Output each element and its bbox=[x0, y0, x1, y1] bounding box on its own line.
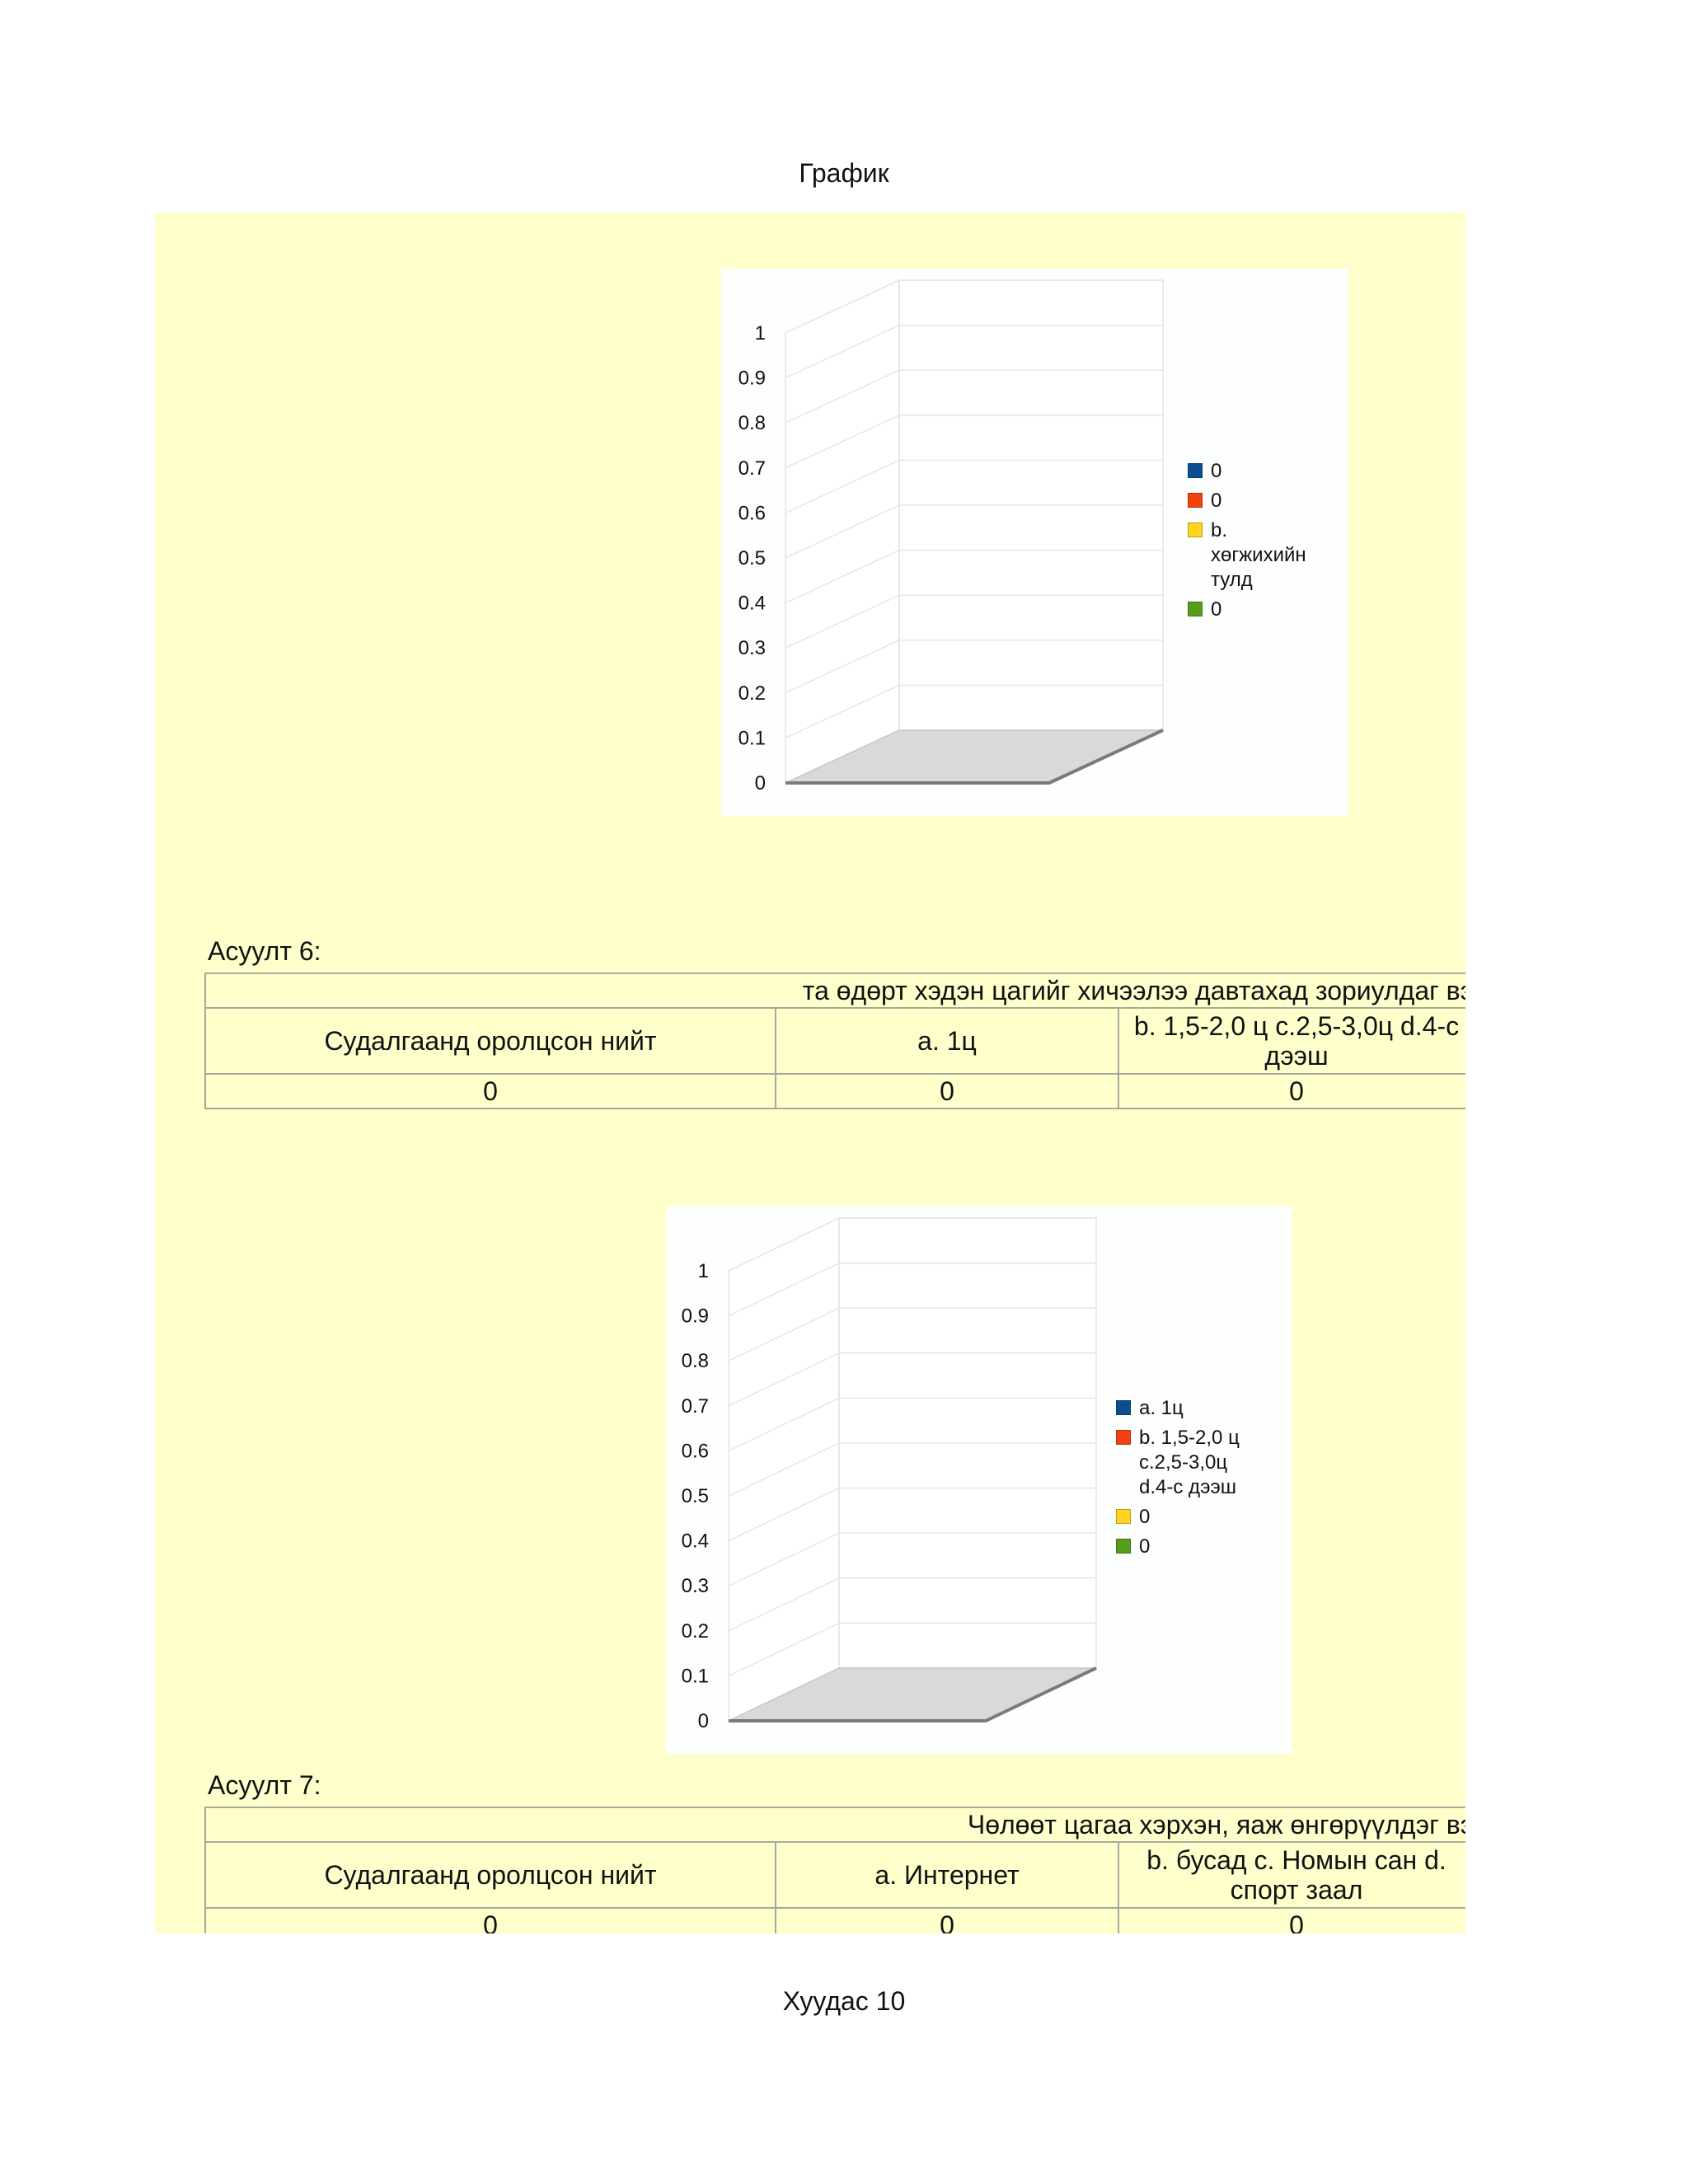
legend-label: 0 bbox=[1211, 460, 1222, 482]
q6-value-a: 0 bbox=[775, 1073, 1119, 1109]
chart-gridline bbox=[785, 504, 1163, 559]
question-7-text: Чөлөөт цагаа хэрхэн, яаж өнгөрүүлдэг вэ bbox=[204, 1807, 1465, 1843]
legend-swatch bbox=[1188, 602, 1203, 616]
chart-gridline bbox=[728, 1442, 1096, 1497]
q6-value-total: 0 bbox=[204, 1073, 776, 1109]
y-tick-label: 0.1 bbox=[682, 1665, 709, 1687]
chart-gridline bbox=[785, 324, 1163, 379]
legend-swatch bbox=[1188, 463, 1203, 478]
q6-header-a: a. 1ц bbox=[775, 1007, 1119, 1075]
legend-swatch bbox=[1188, 523, 1203, 537]
y-tick-label: 0.9 bbox=[682, 1305, 709, 1328]
chart-gridline bbox=[785, 549, 1163, 604]
chart-gridline bbox=[785, 594, 1163, 649]
legend-label: 0 bbox=[1211, 490, 1222, 512]
chart-gridline bbox=[728, 1217, 1096, 1272]
legend-item: 0 bbox=[1188, 489, 1344, 513]
q6-header-bcd: b. 1,5-2,0 ц c.2,5-3,0ц d.4-с дээш bbox=[1118, 1007, 1465, 1075]
chart-gridline bbox=[728, 1487, 1096, 1542]
question-6-text: та өдөрт хэдэн цагийг хичээлээ давтахад … bbox=[204, 972, 1465, 1009]
question-6-table: та өдөрт хэдэн цагийг хичээлээ давтахад … bbox=[204, 972, 1465, 1109]
y-tick-label: 0.2 bbox=[738, 682, 766, 705]
page-title: График bbox=[799, 158, 889, 188]
chart-gridline bbox=[785, 459, 1163, 514]
q6-header-total: Судалгаанд оролцсон нийт bbox=[204, 1007, 776, 1075]
chart-2-plot: 0 0.1 0.2 0.3 0.4 0.5 0.6 0.7 0.8 0.9 1 bbox=[682, 1216, 1097, 1732]
legend-swatch bbox=[1116, 1430, 1131, 1445]
y-tick-label: 0.6 bbox=[682, 1440, 709, 1462]
y-tick-label: 0.3 bbox=[682, 1575, 709, 1597]
legend-swatch bbox=[1188, 493, 1203, 508]
chart-2-legend: a. 1ц b. 1,5-2,0 ц c.2,5-3,0ц d.4-с дээш 0… bbox=[1116, 1396, 1289, 1564]
q7-header-bcd: b. бусад c. Номын сан d. спорт заал bbox=[1117, 1841, 1465, 1909]
y-tick-label: 0.6 bbox=[738, 502, 766, 524]
y-tick-label: 0.8 bbox=[682, 1350, 709, 1372]
q7-value-total: 0 bbox=[204, 1907, 776, 1933]
y-tick-label: 0.3 bbox=[738, 637, 766, 659]
chart-gridline bbox=[785, 640, 1163, 694]
chart-floor-edge bbox=[729, 1666, 1097, 1722]
y-tick-label: 1 bbox=[698, 1260, 709, 1282]
question-7-table: Чөлөөт цагаа хэрхэн, яаж өнгөрүүлдэг вэ … bbox=[204, 1807, 1465, 1933]
legend-item: 0 bbox=[1116, 1535, 1289, 1559]
chart-floor-edge bbox=[785, 729, 1164, 785]
legend-label: b. хөгжихийн тулд bbox=[1211, 519, 1306, 591]
chart-gridline bbox=[728, 1352, 1096, 1407]
q7-header-total: Судалгаанд оролцсон нийт bbox=[204, 1841, 776, 1909]
chart-gridline bbox=[728, 1577, 1096, 1632]
chart-gridline bbox=[785, 684, 1163, 739]
chart-1-plot: 0 0.1 0.2 0.3 0.4 0.5 0.6 0.7 0.8 0.9 1 bbox=[738, 279, 1164, 794]
chart-gridline bbox=[785, 415, 1163, 469]
q7-header-a: a. Интернет bbox=[775, 1841, 1119, 1909]
question-6-label: Асуулт 6: bbox=[208, 936, 321, 966]
legend-swatch bbox=[1116, 1509, 1131, 1524]
y-tick-label: 0.4 bbox=[738, 593, 766, 615]
y-tick-label: 0.1 bbox=[738, 727, 766, 749]
legend-item: 0 bbox=[1188, 598, 1344, 622]
chart-1: 0 0.1 0.2 0.3 0.4 0.5 0.6 0.7 0.8 0.9 1 0 0 b. хөгжи… bbox=[721, 269, 1348, 816]
chart-gridline bbox=[728, 1532, 1096, 1586]
y-tick-label: 0.4 bbox=[682, 1530, 709, 1553]
legend-item: 0 bbox=[1116, 1505, 1289, 1530]
spreadsheet-area: 0 0.1 0.2 0.3 0.4 0.5 0.6 0.7 0.8 0.9 1 0 0 b. хөгжи… bbox=[155, 213, 1465, 1933]
chart-gridline bbox=[728, 1397, 1096, 1452]
question-7-label: Асуулт 7: bbox=[208, 1770, 321, 1800]
legend-item: a. 1ц bbox=[1116, 1396, 1289, 1421]
chart-gridline bbox=[728, 1622, 1096, 1677]
legend-label: b. 1,5-2,0 ц c.2,5-3,0ц d.4-с дээш bbox=[1139, 1427, 1240, 1498]
chart-gridline bbox=[728, 1307, 1096, 1361]
y-tick-label: 0.7 bbox=[682, 1395, 709, 1418]
legend-swatch bbox=[1116, 1539, 1131, 1554]
chart-2: 0 0.1 0.2 0.3 0.4 0.5 0.6 0.7 0.8 0.9 1 a. 1ц b. 1,… bbox=[666, 1207, 1292, 1754]
q7-value-a: 0 bbox=[775, 1907, 1119, 1933]
y-tick-label: 0.2 bbox=[682, 1620, 709, 1643]
y-tick-label: 0 bbox=[698, 1710, 709, 1732]
chart-gridline bbox=[785, 279, 1163, 334]
legend-label: 0 bbox=[1211, 598, 1222, 621]
legend-item: b. хөгжихийн тулд bbox=[1188, 518, 1344, 593]
legend-label: 0 bbox=[1139, 1506, 1151, 1528]
y-tick-label: 1 bbox=[755, 322, 766, 344]
page-footer: Хуудас 10 bbox=[782, 1986, 906, 2016]
legend-item: 0 bbox=[1188, 459, 1344, 484]
legend-label: a. 1ц bbox=[1139, 1397, 1184, 1419]
y-tick-label: 0 bbox=[755, 772, 766, 794]
y-tick-label: 0.5 bbox=[738, 547, 766, 569]
y-tick-label: 0.9 bbox=[738, 368, 766, 390]
legend-item: b. 1,5-2,0 ц c.2,5-3,0ц d.4-с дээш bbox=[1116, 1426, 1289, 1500]
q7-value-bcd: 0 bbox=[1117, 1907, 1465, 1933]
legend-label: 0 bbox=[1139, 1535, 1151, 1558]
chart-gridline bbox=[785, 369, 1163, 424]
y-tick-label: 0.7 bbox=[738, 457, 766, 480]
y-tick-label: 0.5 bbox=[682, 1485, 709, 1507]
q6-value-bcd: 0 bbox=[1118, 1073, 1465, 1109]
y-tick-label: 0.8 bbox=[738, 412, 766, 434]
legend-swatch bbox=[1116, 1400, 1131, 1415]
chart-1-legend: 0 0 b. хөгжихийн тулд 0 bbox=[1188, 459, 1344, 627]
chart-gridline bbox=[728, 1262, 1096, 1317]
